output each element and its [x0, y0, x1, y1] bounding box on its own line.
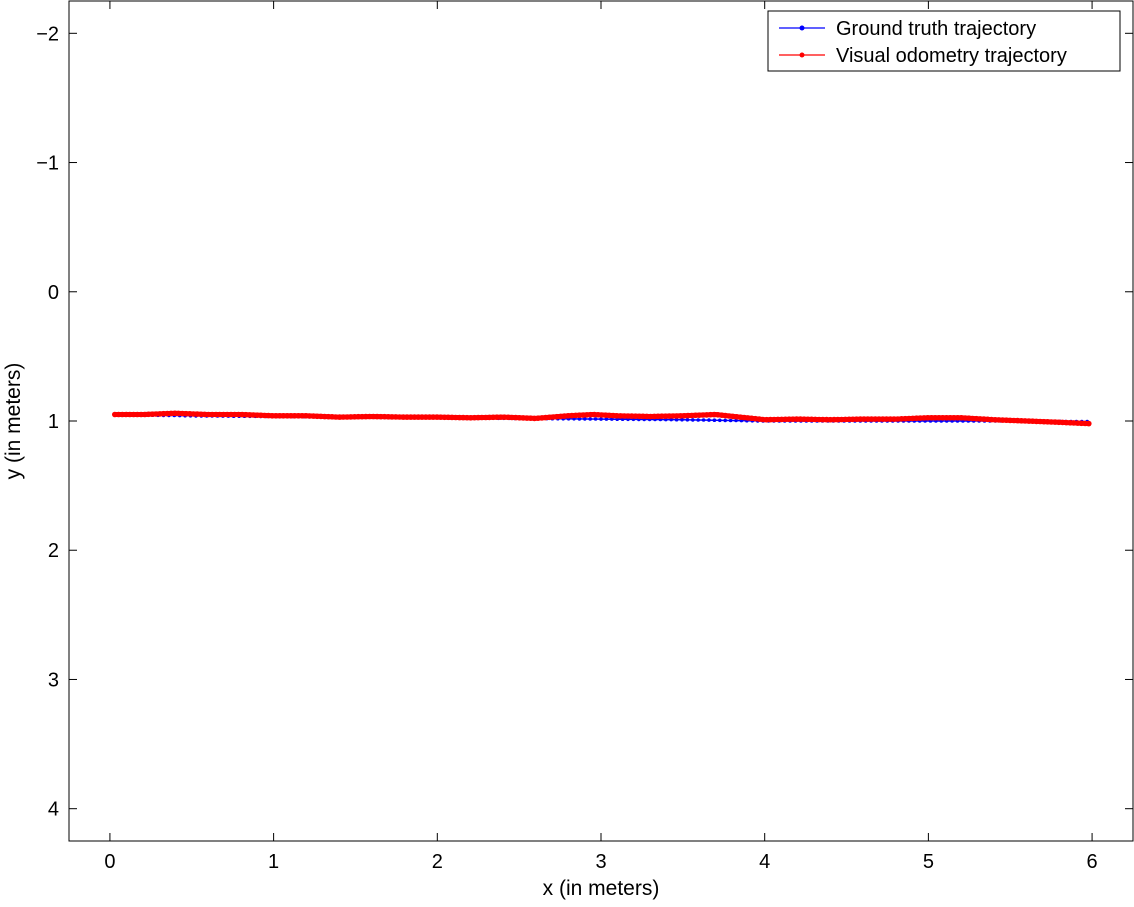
y-axis-label: y (in meters)	[2, 363, 25, 480]
x-tick-label: 6	[1087, 851, 1098, 873]
ground-truth-point	[577, 417, 582, 421]
y-tick-label: −2	[36, 23, 59, 45]
ground-truth-point	[734, 418, 738, 423]
y-tick-label: 2	[48, 540, 59, 562]
legend-marker-ground-truth	[799, 25, 805, 31]
ground-truth-point	[604, 417, 609, 421]
legend-box	[767, 10, 1121, 72]
legend-label-visual-odometry: Visual odometry trajectory	[836, 45, 1067, 67]
ground-truth-point	[691, 418, 695, 422]
ground-truth-point	[696, 418, 700, 422]
x-tick-label: 5	[923, 851, 934, 873]
legend-marker-visual-odometry	[799, 52, 805, 58]
x-tick-label: 0	[104, 851, 115, 873]
ground-truth-point	[723, 418, 727, 423]
ground-truth-point	[588, 417, 592, 421]
visual-odometry-point	[1086, 420, 1092, 427]
ground-truth-point	[583, 417, 587, 421]
ground-truth-point	[599, 417, 603, 421]
ground-truth-point	[685, 418, 690, 422]
y-tick-label: 0	[48, 282, 59, 304]
x-axis-label: x (in meters)	[543, 877, 660, 900]
legend: Ground truth trajectory Visual odometry …	[767, 10, 1121, 72]
ground-truth-point	[674, 417, 679, 422]
series-layer	[112, 410, 1092, 427]
y-tick-label: 1	[48, 411, 59, 433]
ground-truth-point	[701, 418, 706, 422]
x-tick-label: 3	[595, 851, 606, 873]
y-tick-label: −1	[36, 153, 59, 175]
x-tick-label: 1	[268, 851, 279, 873]
y-tick-label: 4	[48, 799, 59, 821]
ground-truth-point	[669, 417, 673, 422]
legend-label-ground-truth: Ground truth trajectory	[836, 18, 1036, 40]
ground-truth-point	[728, 418, 733, 423]
x-tick-label: 2	[432, 851, 443, 873]
ground-truth-point	[712, 418, 717, 423]
ground-truth-point	[707, 418, 711, 422]
tick-layer: 0 1 2 3 4 5 6 −2 −1 0 1 2 3 4	[36, 1, 1133, 873]
ground-truth-point	[680, 417, 684, 422]
ground-truth-point	[593, 417, 598, 421]
ground-truth-point	[718, 418, 722, 423]
y-tick-label: 3	[48, 669, 59, 691]
x-tick-label: 4	[759, 851, 770, 873]
